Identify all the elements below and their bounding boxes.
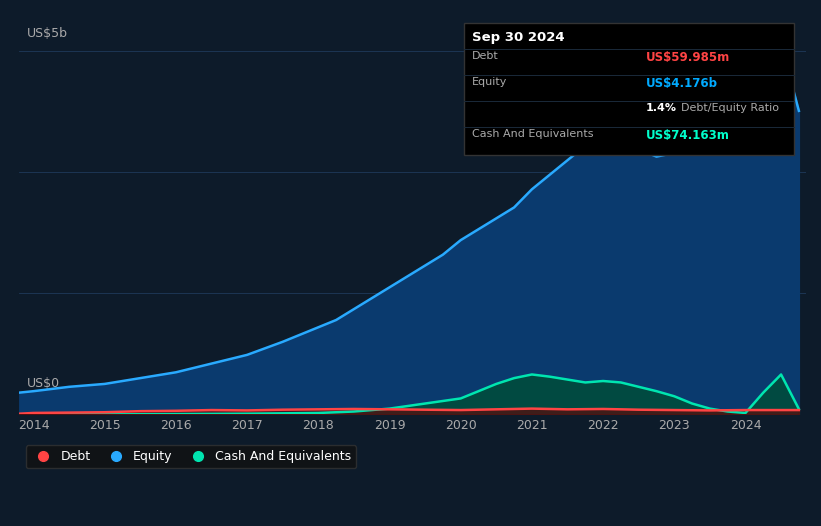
Text: US$5b: US$5b	[27, 27, 68, 40]
Text: US$4.176b: US$4.176b	[645, 77, 718, 90]
Text: Sep 30 2024: Sep 30 2024	[471, 31, 564, 44]
Text: Equity: Equity	[471, 77, 507, 87]
Text: US$0: US$0	[27, 378, 60, 390]
Legend: Debt, Equity, Cash And Equivalents: Debt, Equity, Cash And Equivalents	[25, 445, 356, 468]
Text: Debt: Debt	[471, 51, 498, 61]
Text: US$59.985m: US$59.985m	[645, 51, 730, 64]
Text: 1.4%: 1.4%	[645, 103, 677, 113]
Text: Debt/Equity Ratio: Debt/Equity Ratio	[681, 103, 779, 113]
Text: Cash And Equivalents: Cash And Equivalents	[471, 129, 593, 139]
Bar	[464, 23, 794, 155]
Text: US$74.163m: US$74.163m	[645, 129, 729, 142]
